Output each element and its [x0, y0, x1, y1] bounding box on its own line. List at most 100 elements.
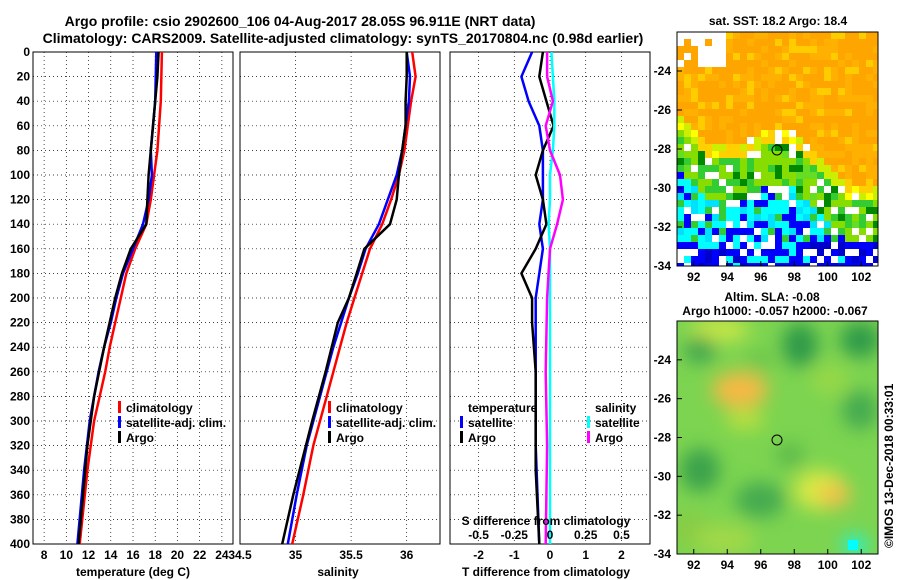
sst-cell [761, 200, 768, 207]
map-xtick-label-102: 102 [851, 270, 871, 284]
sst-cell [866, 200, 873, 207]
sst-cell [838, 249, 845, 256]
xtick-label-22: 22 [193, 548, 207, 562]
sst-cell [873, 172, 878, 179]
sst-cell [866, 193, 873, 200]
sst-cell [761, 186, 768, 193]
sst-cell [824, 46, 831, 53]
sst-cell [684, 130, 691, 137]
sst-cell [873, 158, 878, 165]
sst-cell [684, 46, 691, 53]
sst-cell [782, 109, 789, 116]
sst-cell [705, 200, 712, 207]
sst-cell [754, 81, 761, 88]
sst-cell [796, 60, 803, 67]
sst-cell [845, 214, 852, 221]
xtick-label-0: 0 [547, 548, 554, 562]
sst-cell [684, 123, 691, 130]
map-xtick-label-98: 98 [788, 270, 802, 284]
sst-cell [824, 67, 831, 74]
sst-cell [705, 256, 712, 263]
sst-cell [859, 39, 866, 46]
sst-cell [726, 263, 733, 266]
sst-cell [733, 109, 740, 116]
sst-cell [831, 32, 838, 39]
sst-cell [712, 179, 719, 186]
sst-cell [747, 256, 754, 263]
sst-cell [810, 102, 817, 109]
sst-cell [691, 228, 698, 235]
sst-cell [733, 123, 740, 130]
sst-cell [859, 186, 866, 193]
sst-cell [761, 165, 768, 172]
sst-cell [866, 207, 873, 214]
sst-cell [845, 123, 852, 130]
sst-cell [796, 74, 803, 81]
sst-cell [733, 60, 740, 67]
sst-cell [719, 123, 726, 130]
sst-cell [733, 263, 740, 266]
map-ytick-label-32: -32 [654, 508, 672, 522]
sst-cell [712, 116, 719, 123]
sst-cell [775, 144, 782, 151]
depth-tick-labels: 0 20 40 60 80 100 120 140 160 180 200 220 240 260 280 3… [10, 45, 30, 551]
sst-cell [838, 151, 845, 158]
sst-cell [838, 221, 845, 228]
sst-cell [824, 123, 831, 130]
map-xtick-label-100: 100 [818, 270, 838, 284]
xtick-label-34.5: 34.5 [228, 548, 252, 562]
sst-cell [698, 186, 705, 193]
sst-cell [733, 46, 740, 53]
sst-cell [859, 60, 866, 67]
sst-cell [775, 221, 782, 228]
sst-cell [712, 228, 719, 235]
sst-cell [845, 137, 852, 144]
sst-cell [866, 137, 873, 144]
xtick-label--2: -2 [473, 548, 484, 562]
sst-cell [803, 32, 810, 39]
sst-cell [754, 116, 761, 123]
sst-cell [726, 46, 733, 53]
sst-cell [803, 151, 810, 158]
sst-cell [796, 165, 803, 172]
sst-cell [817, 242, 824, 249]
difference-lines [520, 52, 565, 544]
sst-cell [698, 249, 705, 256]
sst-cell [677, 242, 684, 249]
sst-cell [761, 207, 768, 214]
sst-cell [810, 137, 817, 144]
sst-cell [761, 81, 768, 88]
map-ytick-label-28: -28 [654, 142, 672, 156]
sst-cell [796, 242, 803, 249]
sst-cell [761, 88, 768, 95]
series-climatology [78, 52, 164, 544]
sst-cell [719, 221, 726, 228]
sst-cell [677, 214, 684, 221]
sst-cell [859, 228, 866, 235]
sst-cell [817, 130, 824, 137]
legend-satellite-adj-s: satellite-adj. clim. [336, 416, 436, 430]
sst-cell [740, 263, 747, 266]
sst-cell [782, 214, 789, 221]
sst-cell [719, 228, 726, 235]
sst-cell [873, 200, 878, 207]
sst-cell [747, 200, 754, 207]
sst-cell [719, 242, 726, 249]
sla-map-title-1: Altim. SLA: -0.08 [724, 290, 820, 304]
sst-cell [845, 256, 852, 263]
sst-cell [684, 74, 691, 81]
sst-cell [740, 165, 747, 172]
map-xtick-label-98: 98 [788, 558, 802, 572]
sst-cell [810, 46, 817, 53]
sst-cell [852, 74, 859, 81]
sst-cell [782, 249, 789, 256]
sst-cell [691, 95, 698, 102]
sst-cell [824, 151, 831, 158]
sst-cell [677, 165, 684, 172]
sla-blob [725, 410, 765, 430]
sst-cell [768, 200, 775, 207]
sst-cell [691, 102, 698, 109]
sst-cell [831, 116, 838, 123]
sst-cell [845, 228, 852, 235]
sst-cell [747, 179, 754, 186]
